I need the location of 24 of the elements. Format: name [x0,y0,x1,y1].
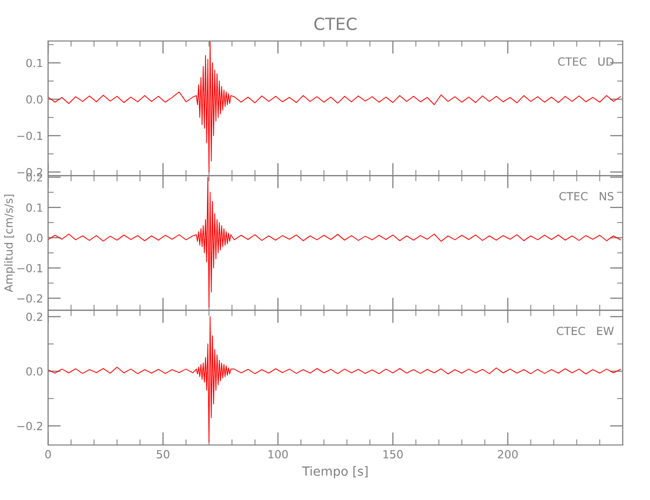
y-tick-label: 0.0 [26,367,42,376]
line-series [48,316,621,443]
y-tick-label: −0.1 [17,264,42,272]
line-series [48,41,621,172]
x-tick-label: 0 [45,450,51,458]
y-tick-label: 0.0 [26,95,42,104]
y-tick-label: 0.0 [26,234,42,242]
y-tick-label: 0.2 [26,312,42,321]
x-axis-title: Tiempo [s] [302,466,368,478]
y-tick-label: −0.1 [17,132,42,140]
y-tick-label: 0.1 [26,203,42,212]
y-tick-label: 0.1 [26,58,42,68]
y-axis-title: Amplitud [cm/s/s] [4,194,15,292]
x-tick-label: 50 [156,450,170,458]
x-tick-label: 200 [498,450,518,458]
x-tick-label: 150 [383,450,403,458]
annotation: CTEC UD [558,57,614,66]
y-tick-label: −0.2 [17,294,42,303]
line-series [48,176,621,308]
y-tick-label: −0.2 [17,422,42,430]
annotation: CTEC EW [556,326,614,336]
annotation: CTEC NS [559,192,614,200]
chart-title: CTEC [314,18,356,30]
x-tick-label: 100 [268,450,288,458]
